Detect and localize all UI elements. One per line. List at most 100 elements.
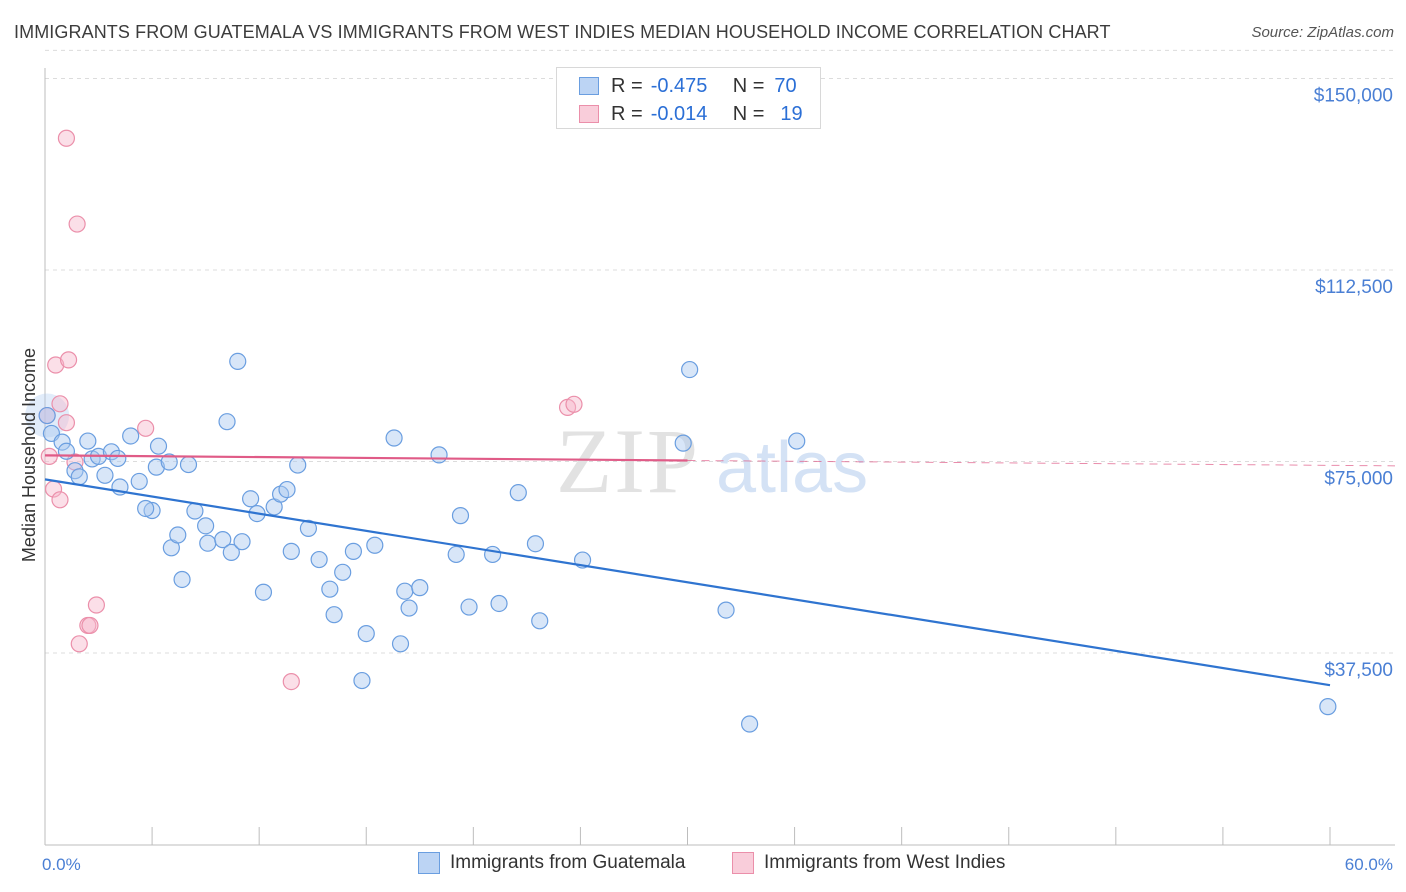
gridlines — [45, 49, 1395, 654]
data-point — [218, 413, 236, 431]
data-point — [51, 491, 69, 509]
legend-r-value: -0.014 — [650, 102, 708, 125]
data-point — [391, 635, 410, 653]
data-point — [199, 534, 217, 552]
data-point — [289, 456, 307, 474]
data-point — [400, 599, 418, 617]
data-point — [149, 437, 168, 455]
data-point — [53, 433, 71, 451]
chart-source: Source: ZipAtlas.com — [1251, 24, 1394, 41]
data-point — [160, 453, 178, 471]
data-point — [38, 406, 56, 425]
bottom-legend-swatch-guatemala — [418, 852, 440, 874]
data-point — [460, 598, 478, 616]
data-point — [109, 449, 127, 468]
data-point — [254, 583, 273, 601]
data-point — [282, 672, 300, 691]
data-point — [282, 542, 300, 560]
chart-title: IMMIGRANTS FROM GUATEMALA VS IMMIGRANTS … — [14, 22, 1111, 42]
data-point — [173, 570, 191, 589]
data-point — [788, 432, 806, 450]
data-point — [741, 715, 759, 733]
data-point — [25, 393, 70, 438]
data-point — [57, 442, 76, 460]
axes — [44, 68, 1395, 846]
legend-r-label: R = — [611, 102, 643, 125]
data-point — [222, 543, 240, 561]
data-point — [137, 419, 155, 437]
legend-swatch-westindies — [579, 105, 599, 123]
data-point — [490, 594, 508, 613]
data-point — [59, 351, 78, 369]
data-point — [137, 499, 155, 518]
y-tick-label: $37,500 — [1324, 660, 1393, 681]
trend-lines — [44, 454, 1396, 687]
legend-n-value: 19 — [780, 102, 803, 125]
data-point — [717, 601, 735, 619]
data-point — [96, 466, 114, 484]
data-point — [147, 458, 165, 476]
data-point — [81, 616, 99, 635]
bottom-legend-swatch-westindies — [732, 852, 754, 874]
data-point — [51, 395, 69, 413]
data-points — [25, 129, 1337, 733]
data-point — [143, 501, 161, 520]
data-point — [57, 129, 76, 147]
trend-line-guatemala — [44, 478, 1331, 687]
data-point — [681, 360, 699, 379]
data-point — [674, 434, 692, 452]
watermark-atlas: atlas — [716, 428, 868, 508]
data-point — [344, 542, 362, 560]
data-point — [321, 580, 339, 598]
bottom-legend-label-westindies: Immigrants from West Indies — [764, 852, 1006, 873]
data-point — [526, 535, 545, 553]
data-point — [122, 427, 140, 445]
legend-swatch-guatemala — [579, 77, 599, 95]
data-point — [214, 531, 232, 549]
legend-n-value: 70 — [774, 74, 797, 97]
bottom-legend-guatemala: Immigrants from Guatemala — [418, 852, 685, 874]
data-point — [169, 526, 187, 544]
data-point — [1319, 698, 1337, 716]
legend-r-label: R = — [611, 74, 643, 97]
data-point — [47, 356, 65, 374]
data-point — [310, 550, 328, 569]
bottom-legend-label-guatemala: Immigrants from Guatemala — [450, 852, 686, 873]
data-point — [229, 352, 247, 371]
data-point — [447, 545, 465, 564]
legend-row-westindies: R = -0.014 N = 19 — [579, 102, 803, 126]
stats-legend: R = -0.475 N = 70 R = -0.014 N = 19 — [556, 67, 821, 129]
data-point — [70, 635, 88, 653]
data-point — [197, 517, 215, 535]
data-point — [242, 490, 260, 508]
data-point — [325, 606, 343, 624]
x-tick-label: 0.0% — [42, 855, 81, 874]
data-point — [531, 612, 549, 630]
bottom-legend-westindies: Immigrants from West Indies — [732, 852, 1005, 874]
legend-r-value: -0.475 — [650, 74, 708, 97]
legend-n-label: N = — [732, 102, 765, 125]
data-point — [430, 446, 448, 464]
tick-labels: $37,500 $75,000 $112,500 $150,000 0.0% 60.0% — [42, 86, 1393, 875]
data-point — [79, 432, 97, 450]
data-point — [179, 455, 198, 474]
data-point — [366, 536, 384, 554]
trend-line-westindies — [44, 454, 688, 462]
x-tick-label: 60.0% — [1345, 855, 1393, 874]
data-point — [385, 429, 403, 447]
data-point — [130, 472, 148, 491]
y-axis-label: Median Household Income — [19, 348, 39, 562]
data-point — [233, 533, 251, 551]
data-point — [299, 519, 318, 537]
data-point — [353, 671, 371, 690]
trend-line-westindies-extension — [687, 459, 1396, 467]
data-point — [357, 624, 375, 643]
data-point — [565, 395, 583, 413]
data-point — [70, 468, 88, 486]
data-point — [186, 502, 204, 520]
legend-row-guatemala: R = -0.475 N = 70 — [579, 74, 797, 98]
data-point — [278, 480, 296, 499]
legend-n-label: N = — [732, 74, 765, 97]
data-point — [451, 507, 470, 525]
